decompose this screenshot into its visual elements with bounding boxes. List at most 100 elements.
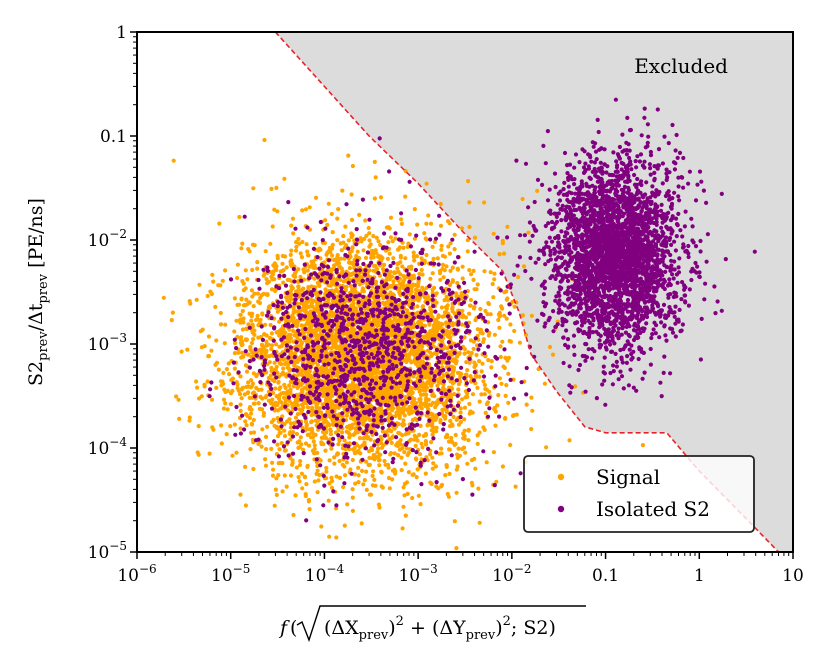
signal-point: [470, 483, 475, 488]
signal-point: [232, 422, 237, 427]
signal-point: [161, 295, 166, 300]
signal-point: [356, 465, 361, 470]
signal-point: [392, 451, 397, 456]
signal-point: [372, 319, 377, 324]
signal-point: [483, 386, 488, 392]
signal-point: [243, 503, 248, 508]
signal-point: [460, 314, 465, 320]
signal-point: [312, 443, 317, 448]
signal-point: [395, 443, 400, 449]
signal-point: [452, 519, 457, 524]
signal-point: [411, 325, 416, 330]
signal-point: [187, 418, 192, 423]
signal-point: [415, 222, 420, 227]
signal-point: [445, 491, 450, 497]
signal-point: [371, 250, 376, 255]
signal-point: [435, 383, 440, 388]
signal-point: [256, 299, 261, 304]
signal-point: [439, 305, 444, 310]
signal-point: [187, 415, 192, 420]
signal-point: [195, 385, 200, 390]
signal-point: [288, 336, 293, 341]
signal-point: [412, 207, 417, 212]
signal-point: [349, 192, 354, 197]
signal-point: [263, 457, 268, 462]
signal-point: [447, 251, 452, 256]
signal-point: [249, 314, 254, 319]
signal-point: [298, 274, 303, 280]
signal-point: [428, 422, 433, 427]
signal-point: [460, 276, 465, 281]
signal-point: [227, 372, 232, 377]
signal-point: [297, 479, 302, 484]
signal-point: [282, 433, 288, 439]
signal-point: [197, 282, 202, 287]
signal-point: [481, 379, 486, 384]
signal-point: [291, 315, 296, 321]
signal-point: [505, 224, 510, 229]
signal-point: [368, 437, 373, 442]
signal-point: [375, 450, 380, 455]
signal-point: [245, 277, 250, 282]
signal-point: [260, 427, 265, 432]
signal-point: [396, 453, 401, 458]
signal-point: [305, 268, 310, 273]
signal-point: [284, 484, 289, 489]
signal-point: [196, 452, 201, 457]
signal-point: [447, 350, 452, 355]
signal-point: [314, 403, 319, 408]
signal-point: [324, 465, 329, 471]
signal-point: [251, 186, 256, 191]
signal-point: [355, 443, 360, 448]
signal-point: [466, 350, 471, 355]
signal-point: [224, 367, 229, 372]
signal-point: [483, 308, 488, 314]
signal-point: [465, 461, 470, 466]
signal-point: [508, 322, 513, 327]
signal-point: [244, 337, 249, 342]
signal-point: [371, 234, 376, 239]
signal-point: [459, 322, 465, 327]
signal-point: [357, 212, 362, 217]
signal-point: [413, 443, 418, 448]
signal-point: [329, 475, 334, 480]
signal-point: [277, 392, 282, 397]
signal-point: [379, 407, 384, 412]
signal-point: [475, 282, 480, 287]
signal-point: [299, 343, 304, 348]
signal-point: [411, 273, 416, 278]
signal-point: [312, 451, 318, 456]
signal-point: [214, 360, 220, 365]
signal-point: [444, 463, 449, 468]
signal-point: [437, 380, 442, 385]
signal-point: [492, 332, 497, 337]
signal-point: [237, 302, 242, 307]
signal-point: [314, 355, 319, 360]
signal-point: [245, 413, 250, 418]
signal-point: [486, 301, 491, 307]
signal-point: [340, 430, 345, 435]
signal-point: [350, 508, 355, 513]
signal-point: [379, 469, 384, 474]
signal-point: [513, 484, 518, 489]
signal-point: [202, 384, 207, 389]
signal-point: [378, 195, 384, 200]
signal-point: [386, 240, 391, 245]
signal-point: [440, 339, 445, 344]
signal-point: [249, 288, 254, 293]
signal-point: [284, 265, 289, 270]
signal-point: [294, 402, 299, 407]
signal-point: [434, 425, 439, 430]
signal-point: [344, 413, 349, 418]
signal-point: [244, 297, 249, 302]
signal-point: [364, 469, 369, 474]
signal-point: [455, 280, 460, 286]
signal-point: [477, 374, 482, 379]
signal-point: [296, 475, 301, 480]
signal-point: [326, 201, 331, 206]
signal-point: [280, 489, 285, 494]
signal-point: [218, 322, 224, 327]
signal-point: [467, 311, 472, 316]
signal-point: [324, 252, 329, 257]
signal-point: [247, 249, 252, 254]
